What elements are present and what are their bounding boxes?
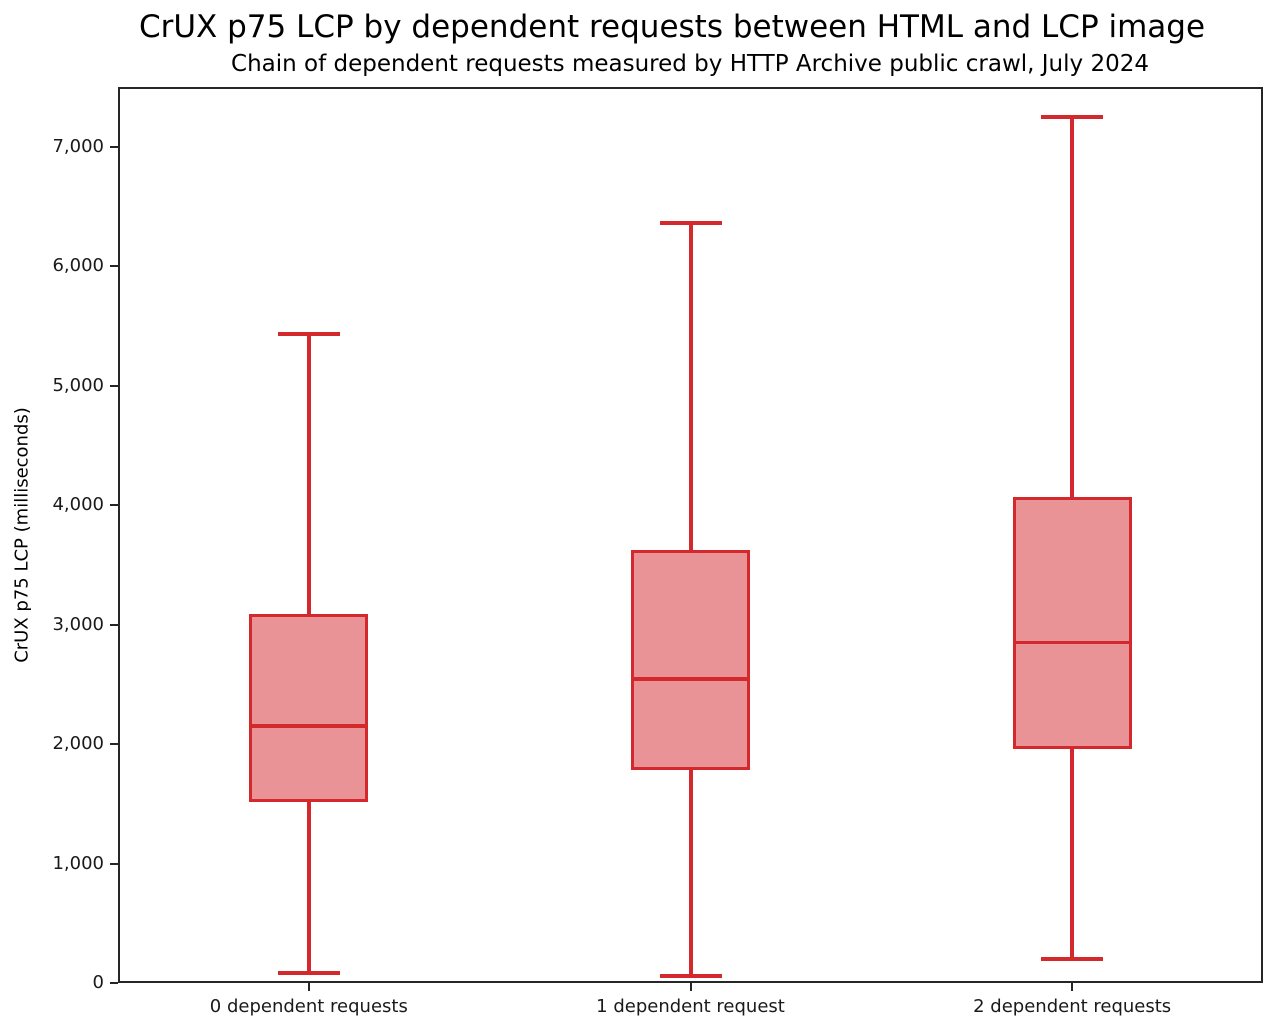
y-tick-label: 7,000	[52, 135, 104, 157]
lower-whisker-line	[1070, 748, 1075, 960]
lower-whisker-cap	[659, 973, 722, 978]
y-tick-label: 6,000	[52, 255, 104, 277]
y-tick-mark	[110, 384, 118, 387]
y-tick-label: 0	[92, 972, 104, 993]
median-line	[249, 724, 369, 728]
plot-area	[118, 87, 1263, 983]
left-spine	[118, 87, 120, 983]
x-tick-label-0: 0 dependent requests	[209, 996, 408, 1017]
x-tick-mark	[689, 983, 692, 991]
y-tick-label: 5,000	[52, 374, 104, 396]
lower-whisker-line	[306, 802, 311, 973]
iqr-box	[249, 613, 369, 802]
y-tick-mark	[110, 743, 118, 746]
x-tick-label-2: 2 dependent requests	[973, 996, 1172, 1017]
y-tick-mark	[110, 862, 118, 865]
upper-whisker-cap	[277, 332, 340, 337]
lower-whisker-cap	[1041, 957, 1104, 962]
right-spine	[1261, 87, 1263, 983]
upper-whisker-line	[306, 334, 311, 614]
top-spine	[118, 87, 1263, 89]
bottom-spine	[118, 981, 1263, 983]
upper-whisker-line	[688, 223, 693, 550]
y-tick-label: 3,000	[52, 613, 104, 635]
y-tick-label: 2,000	[52, 733, 104, 755]
x-tick-mark	[1071, 983, 1074, 991]
y-tick-mark	[110, 504, 118, 507]
y-tick-mark	[110, 265, 118, 268]
median-line	[1012, 640, 1132, 645]
x-tick-mark	[307, 983, 310, 991]
lower-whisker-line	[688, 769, 693, 976]
y-tick-mark	[110, 623, 118, 626]
y-tick-mark	[110, 145, 118, 148]
lower-whisker-cap	[277, 970, 340, 975]
chart-subtitle: Chain of dependent requests measured by …	[231, 51, 1149, 77]
y-tick-label: 1,000	[52, 852, 104, 874]
x-tick-label-1: 1 dependent request	[596, 996, 785, 1017]
upper-whisker-cap	[1041, 114, 1104, 119]
iqr-box	[631, 549, 750, 770]
upper-whisker-line	[1070, 116, 1075, 497]
y-tick-label: 4,000	[52, 494, 104, 516]
iqr-box	[1012, 496, 1132, 749]
chart-title: CrUX p75 LCP by dependent requests betwe…	[138, 9, 1206, 45]
y-tick-mark	[110, 982, 118, 984]
median-line	[631, 677, 750, 681]
upper-whisker-cap	[659, 221, 722, 226]
